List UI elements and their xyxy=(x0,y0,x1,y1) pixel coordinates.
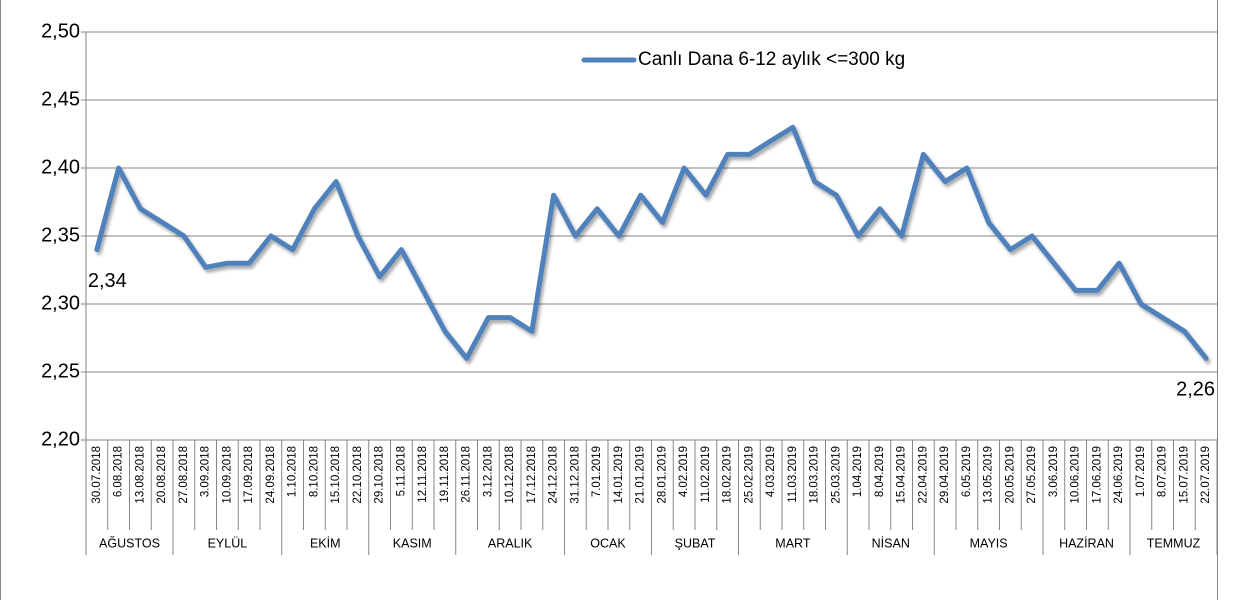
x-tick-label: 29.04.2019 xyxy=(939,446,951,504)
x-tick-label: 10.09.2018 xyxy=(221,446,233,504)
legend-label: Canlı Dana 6-12 aylık <=300 kg xyxy=(638,49,905,70)
y-tick-label: 2,20 xyxy=(41,428,80,450)
group-label: AĞUSTOS xyxy=(99,535,160,550)
group-label: MART xyxy=(775,536,811,550)
group-label: TEMMUZ xyxy=(1147,536,1201,550)
group-label: KASIM xyxy=(393,536,432,550)
group-label: ŞUBAT xyxy=(675,536,716,550)
x-tick-label: 17.06.2019 xyxy=(1091,446,1103,504)
y-tick-label: 2,40 xyxy=(41,156,80,178)
x-tick-label: 6.08.2018 xyxy=(113,446,125,497)
x-tick-label: 3.06.2019 xyxy=(1048,446,1060,497)
x-tick-label: 8.04.2019 xyxy=(874,446,886,497)
x-tick-label: 13.05.2019 xyxy=(983,446,995,504)
x-tick-label: 20.08.2018 xyxy=(156,446,168,504)
y-tick-label: 2,30 xyxy=(41,292,80,314)
x-tick-label: 14.01.2019 xyxy=(613,446,625,504)
x-tick-label: 1.10.2018 xyxy=(287,446,299,497)
x-tick-label: 27.05.2019 xyxy=(1026,446,1038,504)
x-tick-label: 1.07.2019 xyxy=(1135,446,1147,497)
x-tick-label: 1.04.2019 xyxy=(852,446,864,497)
x-tick-label: 24.12.2018 xyxy=(548,446,560,504)
x-tick-label: 12.11.2018 xyxy=(417,446,429,503)
y-tick-label: 2,50 xyxy=(41,20,80,42)
data-label: 2,34 xyxy=(88,270,127,292)
x-tick-label: 22.10.2018 xyxy=(352,446,364,504)
x-tick-label: 15.07.2019 xyxy=(1178,446,1190,504)
x-tick-label: 24.06.2019 xyxy=(1113,446,1125,504)
x-tick-label: 28.01.2019 xyxy=(656,446,668,504)
x-tick-label: 18.03.2019 xyxy=(809,446,821,504)
x-tick-label: 25.02.2019 xyxy=(743,446,755,504)
x-tick-label: 3.12.2018 xyxy=(482,446,494,497)
x-tick-label: 21.01.2019 xyxy=(635,446,647,504)
x-tick-label: 10.12.2018 xyxy=(504,446,516,504)
x-tick-label: 26.11.2018 xyxy=(461,446,473,503)
x-tick-label: 13.08.2018 xyxy=(134,446,146,504)
data-label: 2,26 xyxy=(1176,379,1215,401)
group-label: MAYIS xyxy=(970,536,1008,550)
y-tick-label: 2,45 xyxy=(41,88,80,110)
x-tick-label: 5.11.2018 xyxy=(395,446,407,496)
x-tick-label: 17.09.2018 xyxy=(243,446,255,504)
group-label: EYLÜL xyxy=(208,536,248,550)
x-tick-label: 4.02.2019 xyxy=(678,446,690,497)
x-tick-label: 6.05.2019 xyxy=(961,446,973,497)
x-tick-label: 8.07.2019 xyxy=(1157,446,1169,497)
x-tick-label: 8.10.2018 xyxy=(308,446,320,497)
x-tick-label: 18.02.2019 xyxy=(722,446,734,504)
group-label: EKİM xyxy=(310,536,341,550)
group-label: HAZİRAN xyxy=(1059,536,1114,550)
x-tick-label: 11.03.2019 xyxy=(787,446,799,503)
y-tick-label: 2,25 xyxy=(41,360,80,382)
x-tick-label: 31.12.2018 xyxy=(569,446,581,504)
x-tick-label: 20.05.2019 xyxy=(1004,446,1016,504)
x-tick-label: 4.03.2019 xyxy=(765,446,777,497)
x-tick-label: 30.07.2018 xyxy=(91,446,103,504)
x-tick-label: 15.10.2018 xyxy=(330,446,342,504)
x-tick-label: 22.07.2019 xyxy=(1200,446,1212,504)
x-tick-label: 24.09.2018 xyxy=(265,446,277,504)
x-tick-label: 19.11.2018 xyxy=(439,446,451,503)
x-tick-label: 3.09.2018 xyxy=(200,446,212,497)
group-label: OCAK xyxy=(590,536,626,550)
x-tick-label: 27.08.2018 xyxy=(178,446,190,504)
x-tick-label: 10.06.2019 xyxy=(1070,446,1082,504)
data-line xyxy=(94,124,1209,361)
x-tick-label: 7.01.2019 xyxy=(591,446,603,497)
x-tick-label: 15.04.2019 xyxy=(896,446,908,504)
group-label: NİSAN xyxy=(872,536,910,550)
x-tick-label: 11.02.2019 xyxy=(700,446,712,503)
y-tick-label: 2,35 xyxy=(41,224,80,246)
group-label: ARALIK xyxy=(488,536,533,550)
x-tick-label: 17.12.2018 xyxy=(526,446,538,504)
x-tick-label: 22.04.2019 xyxy=(917,446,929,504)
x-tick-label: 25.03.2019 xyxy=(830,446,842,504)
x-tick-label: 29.10.2018 xyxy=(374,446,386,504)
